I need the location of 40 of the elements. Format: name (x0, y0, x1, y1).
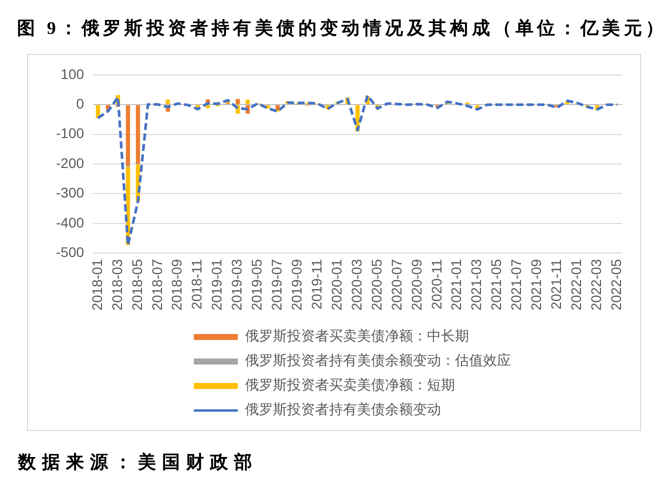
x-tick-label: 2022-05 (608, 258, 624, 311)
x-tick-label: 2018-03 (108, 258, 125, 311)
x-tick-label: 2021-11 (548, 258, 564, 310)
x-tick-label: 2020-09 (408, 258, 424, 311)
x-tick-label: 2018-09 (168, 258, 185, 311)
x-tick-label: 2021-07 (508, 258, 524, 311)
x-tick-label: 2022-01 (568, 258, 584, 311)
x-tick-label: 2018-11 (188, 258, 205, 310)
x-tick-label: 2020-03 (348, 258, 364, 311)
y-tick-label: 0 (76, 96, 84, 112)
x-tick-label: 2018-07 (148, 258, 165, 311)
y-tick-label: -100 (56, 125, 84, 142)
legend-label: 俄罗斯投资者持有美债余额变动：估值效应 (244, 353, 511, 370)
y-tick-label: -200 (56, 154, 84, 171)
x-tick-label: 2019-09 (288, 258, 305, 311)
x-tick-label: 2019-03 (228, 258, 245, 311)
x-tick-label: 2018-05 (128, 258, 145, 311)
x-tick-label: 2020-01 (328, 258, 344, 311)
x-tick-label: 2018-01 (88, 258, 105, 311)
x-tick-label: 2021-05 (488, 258, 504, 311)
x-tick-label: 2019-01 (208, 258, 225, 311)
legend-label: 俄罗斯投资者买卖美债净额：中长期 (244, 328, 469, 345)
x-tick-label: 2019-11 (308, 258, 324, 310)
x-tick-label: 2021-03 (468, 258, 484, 311)
y-tick-label: -400 (56, 214, 84, 230)
source-note: 数据来源：美国财政部 (18, 451, 258, 474)
chart-title: 图 9：俄罗斯投资者持有美债的变动情况及其构成（单位：亿美元） (17, 17, 664, 40)
y-tick-label: -500 (56, 244, 84, 260)
x-tick-label: 2020-07 (388, 258, 404, 311)
legend-label: 俄罗斯投资者买卖美债净额：短期 (244, 378, 455, 394)
y-tick-label: -300 (56, 184, 84, 201)
y-tick-label: 100 (60, 66, 84, 82)
x-tick-label: 2020-05 (368, 258, 384, 311)
x-tick-label: 2020-11 (428, 258, 444, 310)
legend-label: 俄罗斯投资者持有美债余额变动 (244, 402, 441, 418)
x-tick-label: 2019-07 (268, 258, 285, 311)
x-tick-label: 2021-09 (528, 258, 544, 311)
x-tick-label: 2021-01 (448, 258, 464, 311)
x-tick-label: 2022-03 (588, 258, 604, 311)
x-tick-label: 2019-05 (248, 258, 265, 311)
